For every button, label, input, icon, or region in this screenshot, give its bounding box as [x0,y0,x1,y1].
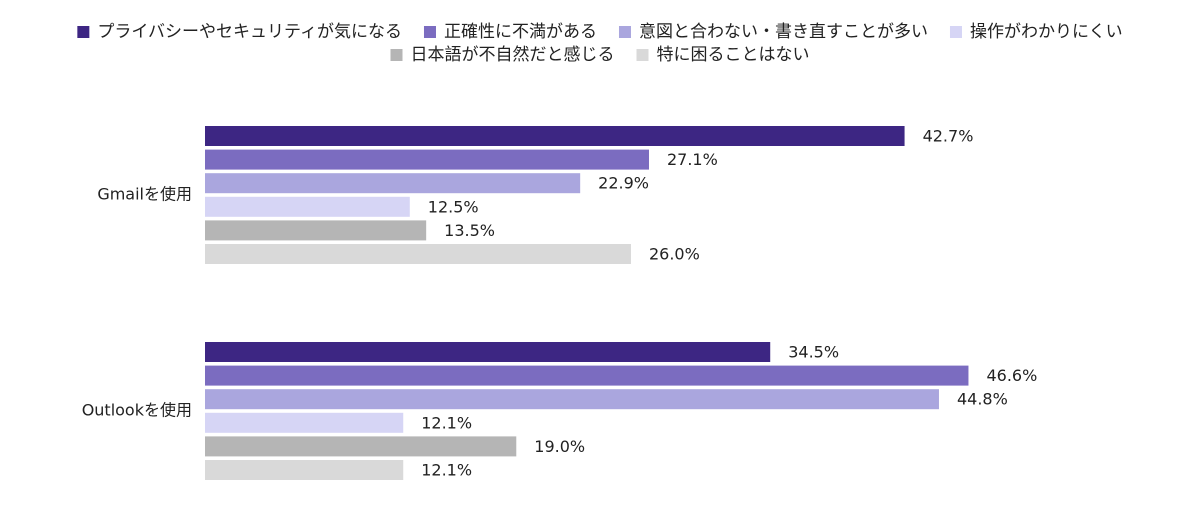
value-label: 12.1% [421,413,472,432]
value-label: 46.6% [986,366,1037,385]
legend-item: プライバシーやセキュリティが気になる [77,22,402,42]
legend-swatch [390,49,403,61]
value-label: 13.5% [444,221,495,240]
bar [205,149,649,170]
bar [205,342,771,362]
legend-row: プライバシーやセキュリティが気になる 正確性に不満がある 意図と合わない・書き直すこ… [77,22,1123,42]
legend-swatch [618,26,631,38]
bar [205,196,410,217]
legend-swatch [636,49,649,61]
value-label: 42.7% [923,127,974,146]
legend-swatch [423,26,436,38]
value-label: 26.0% [649,245,700,264]
bar [205,460,404,480]
bar [205,365,969,386]
bar [205,412,404,433]
legend-item: 特に困ることはない [636,45,810,65]
value-label: 12.5% [428,197,479,216]
legend-label: 正確性に不満がある [444,22,597,42]
legend-swatch [949,26,962,38]
value-label: 12.1% [421,461,472,480]
legend-label: プライバシーやセキュリティが気になる [97,22,402,42]
value-label: 34.5% [788,343,839,362]
legend-swatch [77,26,90,38]
legend-label: 操作がわかりにくい [970,22,1123,42]
value-label: 44.8% [957,390,1008,409]
legend-item: 操作がわかりにくい [949,22,1123,42]
bar [205,244,631,264]
legend-row: 日本語が不自然だと感じる 特に困ることはない [390,45,810,65]
legend-label: 日本語が不自然だと感じる [411,45,615,65]
value-label: 22.9% [598,174,649,193]
legend-label: 意図と合わない・書き直すことが多い [639,22,928,42]
bar [205,220,427,241]
category-label: Gmailを使用 [97,185,192,204]
bar [205,173,581,194]
legend-item: 正確性に不満がある [423,22,597,42]
legend-item: 日本語が不自然だと感じる [390,45,615,65]
bar [205,126,905,146]
bar [205,436,517,457]
value-label: 27.1% [667,150,718,169]
value-label: 19.0% [534,437,585,456]
legend-item: 意図と合わない・書き直すことが多い [618,22,928,42]
legend-label: 特に困ることはない [657,45,810,65]
bar [205,389,939,410]
category-label: Outlookを使用 [82,401,192,420]
